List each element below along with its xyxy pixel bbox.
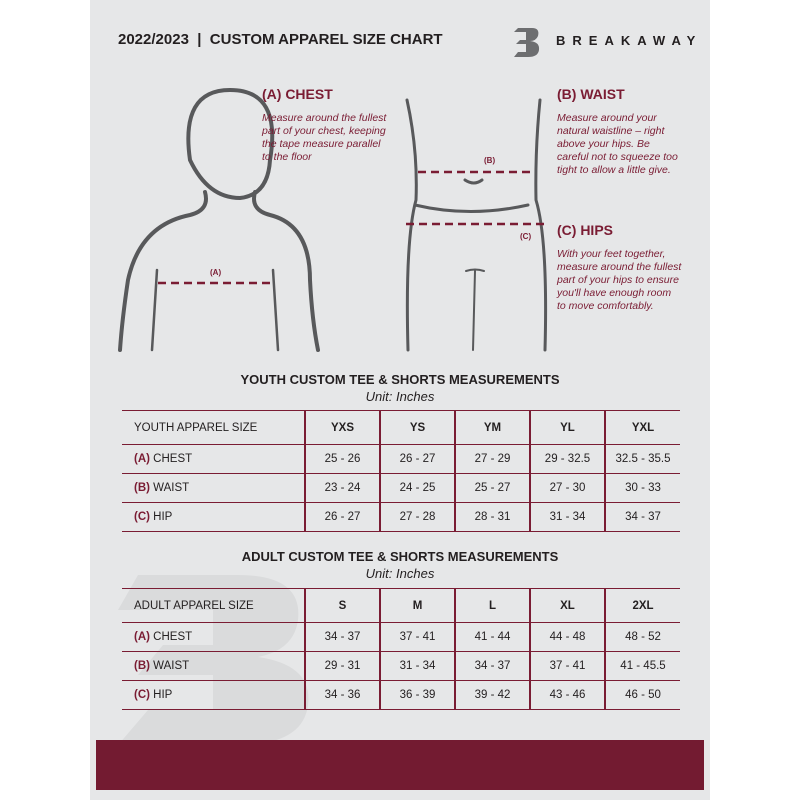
measurement-label: (C) HIP (122, 502, 305, 532)
size-value: 23 - 24 (304, 473, 380, 503)
size-header: L (454, 588, 530, 623)
size-value: 36 - 39 (379, 680, 455, 710)
size-header: YL (529, 410, 605, 445)
youth-rows: (A) CHEST 25 - 26 26 - 27 27 - 29 29 - 32.5 3… (122, 444, 680, 532)
size-value: 43 - 46 (529, 680, 605, 710)
measurement-name: WAIST (153, 660, 190, 672)
measurement-key: (C) (134, 689, 150, 701)
waist-description: Measure around your natural waistline – … (557, 112, 678, 176)
size-header: S (304, 588, 380, 623)
table-header-row: YOUTH APPAREL SIZE YXS YS YM YL YXL (122, 410, 680, 445)
size-value: 34 - 37 (454, 651, 530, 681)
size-value: 41 - 45.5 (604, 651, 680, 681)
size-value: 34 - 36 (304, 680, 380, 710)
measurement-key: (A) (134, 631, 150, 643)
size-header: YM (454, 410, 530, 445)
size-value: 32.5 - 35.5 (604, 444, 680, 474)
youth-size-table: YOUTH APPAREL SIZE YXS YS YM YL YXL (A) … (122, 410, 680, 532)
measurement-name: WAIST (153, 482, 190, 494)
adult-unit: Unit: Inches (365, 566, 435, 581)
measurement-label: (C) HIP (122, 680, 305, 710)
size-header: YXL (604, 410, 680, 445)
measurement-label: (A) CHEST (122, 622, 305, 652)
size-value: 37 - 41 (529, 651, 605, 681)
hips-heading: (C) HIPS (557, 222, 613, 238)
brand-name: BREAKAWAY (556, 33, 703, 48)
size-value: 31 - 34 (529, 502, 605, 532)
lower-body-figure (405, 98, 548, 352)
table-row: (B) WAIST 23 - 24 24 - 25 25 - 27 27 - 30 30 … (122, 473, 680, 503)
measurement-key: (C) (134, 511, 150, 523)
size-value: 27 - 29 (454, 444, 530, 474)
size-value: 27 - 30 (529, 473, 605, 503)
table-row: (C) HIP 26 - 27 27 - 28 28 - 31 31 - 34 34 - … (122, 502, 680, 532)
chest-marker: (A) (210, 268, 221, 277)
chest-heading: (A) CHEST (262, 86, 333, 102)
waist-heading: (B) WAIST (557, 86, 625, 102)
footer-band (96, 740, 704, 790)
size-value: 27 - 28 (379, 502, 455, 532)
measurement-key: (A) (134, 453, 150, 465)
size-header: XL (529, 588, 605, 623)
measurement-label: (A) CHEST (122, 444, 305, 474)
size-value: 46 - 50 (604, 680, 680, 710)
measurement-name: HIP (153, 511, 173, 523)
adult-size-table: ADULT APPAREL SIZE S M L XL 2XL (A) CHES… (122, 588, 680, 710)
size-value: 26 - 27 (379, 444, 455, 474)
size-header: YS (379, 410, 455, 445)
adult-rows: (A) CHEST 34 - 37 37 - 41 41 - 44 44 - 48 48 … (122, 622, 680, 710)
measurement-key: (B) (134, 660, 150, 672)
table-row: (C) HIP 34 - 36 36 - 39 39 - 42 43 - 46 46 - … (122, 680, 680, 710)
size-value: 26 - 27 (304, 502, 380, 532)
table-row: (A) CHEST 34 - 37 37 - 41 41 - 44 44 - 48 48 … (122, 622, 680, 652)
upper-body-figure (118, 87, 320, 352)
size-value: 31 - 34 (379, 651, 455, 681)
adult-section-title: ADULT CUSTOM TEE & SHORTS MEASUREMENTS (241, 549, 559, 564)
size-value: 39 - 42 (454, 680, 530, 710)
waist-marker: (B) (484, 156, 495, 165)
hips-marker: (C) (520, 232, 531, 241)
measurement-name: CHEST (153, 631, 193, 643)
size-header: 2XL (604, 588, 680, 623)
size-value: 37 - 41 (379, 622, 455, 652)
size-value: 29 - 31 (304, 651, 380, 681)
youth-unit: Unit: Inches (365, 389, 435, 404)
header-label: ADULT APPAREL SIZE (122, 588, 305, 623)
size-header: YXS (304, 410, 380, 445)
size-value: 34 - 37 (304, 622, 380, 652)
size-value: 44 - 48 (529, 622, 605, 652)
table-row: (A) CHEST 25 - 26 26 - 27 27 - 29 29 - 32.5 3… (122, 444, 680, 474)
size-value: 41 - 44 (454, 622, 530, 652)
breakaway-logo-icon (514, 28, 540, 57)
page-title: 2022/2023 | CUSTOM APPAREL SIZE CHART (118, 31, 443, 48)
chest-description: Measure around the fullest part of your … (262, 112, 387, 163)
size-value: 28 - 31 (454, 502, 530, 532)
header-label: YOUTH APPAREL SIZE (122, 410, 305, 445)
size-value: 25 - 26 (304, 444, 380, 474)
youth-section-title: YOUTH CUSTOM TEE & SHORTS MEASUREMENTS (240, 372, 560, 387)
measurement-label: (B) WAIST (122, 473, 305, 503)
size-value: 25 - 27 (454, 473, 530, 503)
measurement-name: HIP (153, 689, 173, 701)
hips-description: With your feet together, measure around … (557, 248, 682, 312)
measurement-name: CHEST (153, 453, 193, 465)
table-header-row: ADULT APPAREL SIZE S M L XL 2XL (122, 588, 680, 623)
size-value: 29 - 32.5 (529, 444, 605, 474)
table-row: (B) WAIST 29 - 31 31 - 34 34 - 37 37 - 41 41 … (122, 651, 680, 681)
measurement-key: (B) (134, 482, 150, 494)
size-header: M (379, 588, 455, 623)
size-value: 30 - 33 (604, 473, 680, 503)
size-value: 24 - 25 (379, 473, 455, 503)
size-value: 34 - 37 (604, 502, 680, 532)
size-value: 48 - 52 (604, 622, 680, 652)
measurement-label: (B) WAIST (122, 651, 305, 681)
